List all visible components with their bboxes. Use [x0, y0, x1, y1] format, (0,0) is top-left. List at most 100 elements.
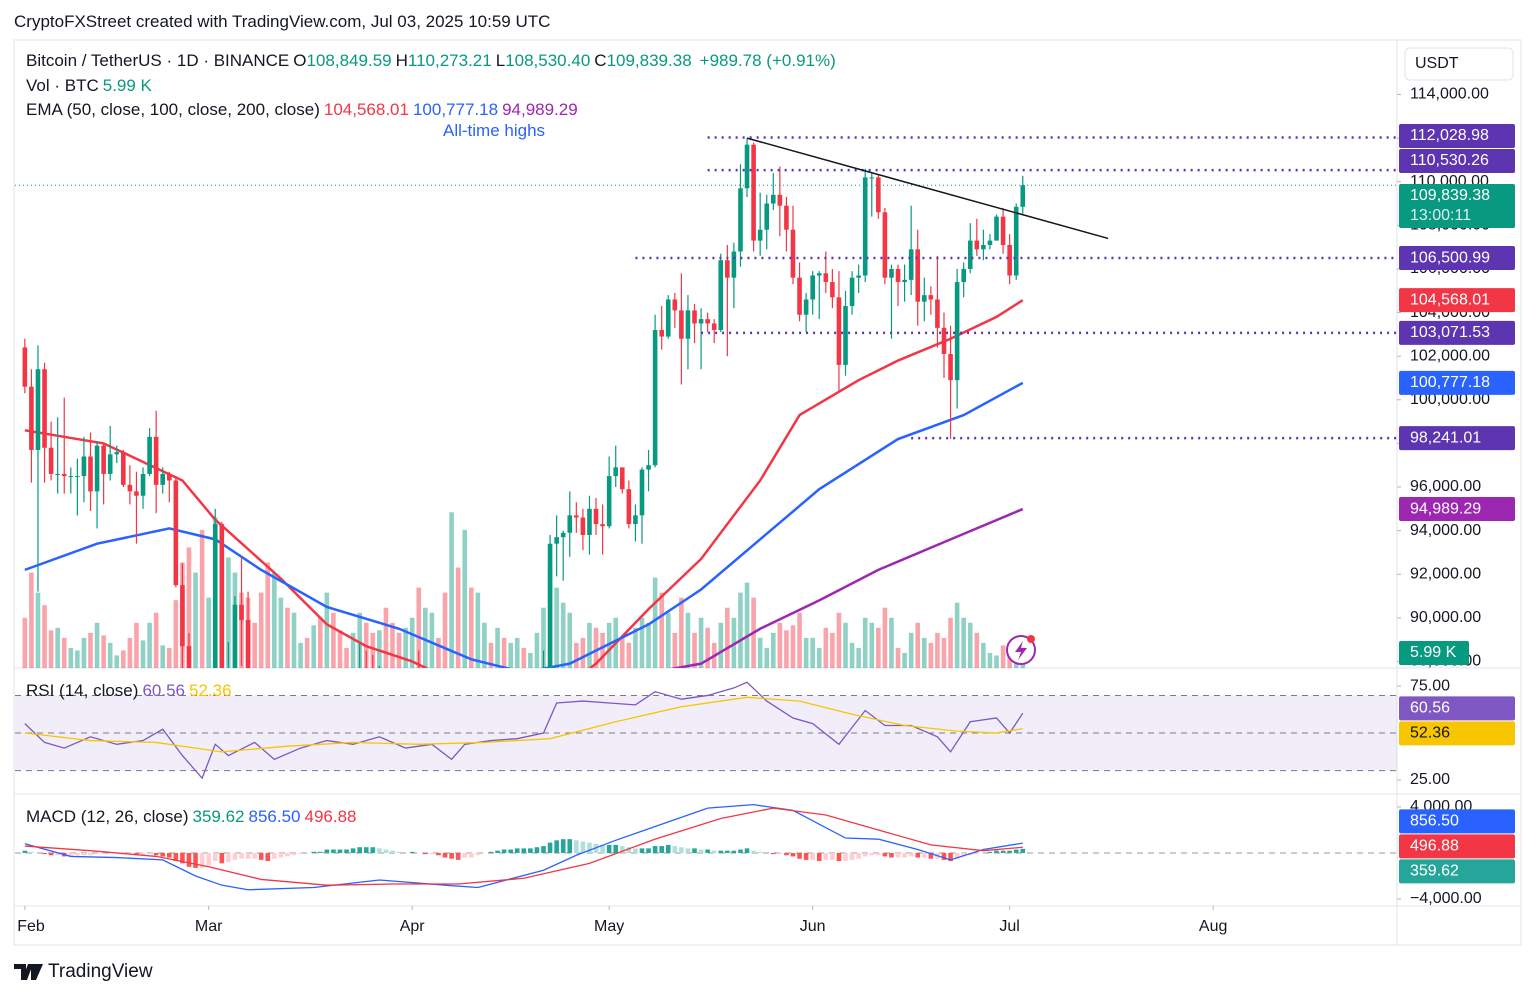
volume-bar: [357, 612, 362, 668]
badge-label: 112,028.98: [1410, 127, 1489, 144]
histogram-bar: [547, 842, 553, 853]
histogram-bar: [317, 851, 323, 853]
histogram-bar: [856, 852, 861, 859]
x-tick-label: Feb: [17, 918, 45, 935]
currency-box[interactable]: [1404, 47, 1514, 81]
volume-bar: [272, 572, 277, 668]
legend-ema: EMA (50, close, 100, close, 200, close) 1…: [26, 100, 582, 120]
histogram-bar: [790, 852, 796, 857]
candle-body: [1000, 216, 1006, 245]
candle-body: [770, 194, 776, 204]
volume-bar: [560, 602, 566, 668]
badge-label: 856.50: [1410, 813, 1459, 830]
candle-body: [994, 216, 999, 241]
histogram-bar: [1007, 850, 1012, 853]
histogram-bar: [560, 839, 566, 853]
histogram-bar: [692, 848, 697, 853]
volume-bar: [580, 637, 586, 668]
histogram-bar: [495, 850, 500, 853]
histogram-bar: [613, 844, 619, 853]
histogram-bar: [902, 852, 907, 858]
volume-bar: [541, 607, 546, 668]
volume-bar: [377, 630, 382, 668]
candle-body: [764, 203, 770, 230]
volume-bar: [528, 652, 533, 668]
volume-bar: [725, 607, 730, 668]
price-pane: [15, 136, 1397, 686]
histogram-bar: [718, 850, 724, 853]
volume-bar: [317, 617, 323, 668]
histogram-bar: [639, 848, 645, 853]
axes: FebMarAprMayJunJulAug88,000.0090,000.009…: [17, 86, 1515, 935]
histogram-bar: [186, 852, 192, 867]
volume-bar: [488, 642, 494, 668]
histogram-bar: [311, 851, 317, 853]
histogram-bar: [908, 852, 914, 857]
histogram-bar: [291, 852, 297, 856]
candle-body: [121, 452, 126, 485]
volume-bar: [423, 607, 428, 668]
candle-body: [902, 279, 907, 283]
candle-body: [731, 251, 737, 278]
candle-body: [173, 480, 179, 586]
histogram-bar: [193, 852, 198, 868]
volume-bar: [757, 637, 763, 668]
histogram-bar: [1013, 849, 1019, 853]
histogram-bar: [580, 841, 586, 853]
candle-body: [679, 310, 684, 339]
candle-body: [633, 515, 638, 525]
histogram-bar: [534, 847, 540, 853]
histogram-bar: [350, 848, 356, 853]
x-tick-label: Mar: [195, 918, 223, 935]
candle-body: [180, 585, 185, 647]
candle-body: [75, 476, 80, 478]
ohlc-key: H: [395, 51, 408, 70]
histogram-bar: [731, 850, 737, 853]
histogram-bar: [757, 851, 763, 853]
candle-body: [371, 675, 376, 686]
candle-body: [705, 319, 710, 324]
volume-bar: [166, 647, 172, 668]
volume-bar: [285, 607, 290, 668]
candle-body: [954, 282, 960, 381]
volume-bar: [160, 645, 166, 668]
badge-label: 60.56: [1410, 700, 1450, 717]
price-badge: [1399, 640, 1469, 665]
volume-bar: [915, 622, 921, 668]
rsi-pane: [15, 681, 1397, 780]
volume-bar: [252, 622, 257, 668]
band: [15, 695, 1397, 771]
candle-body: [364, 672, 369, 674]
histogram-bar: [206, 852, 211, 866]
ohlc-value: 109,839.38: [606, 51, 692, 70]
candle-body: [1007, 244, 1012, 276]
y-tick-label: 100,000.00: [1410, 391, 1490, 408]
price-badge: [1399, 426, 1515, 451]
candle-body: [554, 537, 559, 544]
histogram-bar: [75, 852, 80, 856]
volume-bar: [639, 617, 645, 668]
histogram-bar: [830, 852, 835, 860]
candle-body: [941, 327, 947, 354]
candle-body: [153, 436, 159, 485]
candle-body: [935, 299, 940, 328]
volume-bar: [390, 622, 395, 668]
alert-icon[interactable]: [1006, 635, 1036, 665]
y-tick-label: 25.00: [1410, 771, 1450, 788]
histogram-bar: [245, 852, 251, 859]
histogram-bar: [199, 852, 205, 868]
histogram-bar: [606, 844, 612, 853]
volume-bar: [81, 637, 87, 668]
badge-label: 52.36: [1410, 725, 1450, 742]
candle-body: [68, 476, 74, 478]
legend-macd: MACD (12, 26, close) 359.62 856.50 496.88: [26, 807, 361, 827]
histogram-bar: [344, 849, 349, 853]
candle-body: [948, 354, 953, 381]
histogram-bar: [232, 852, 238, 860]
ohlc-key: C: [594, 51, 607, 70]
candle-body: [816, 273, 822, 276]
histogram-bar: [889, 852, 894, 858]
histogram-bar: [272, 852, 277, 859]
volume-bar: [770, 632, 776, 668]
histogram-bar: [816, 852, 822, 862]
